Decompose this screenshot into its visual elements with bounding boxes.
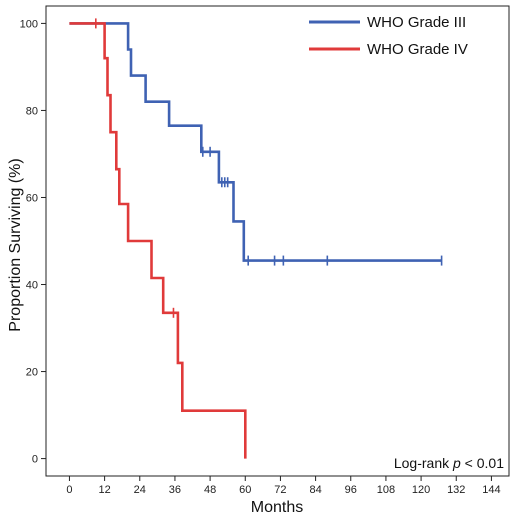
survival-curve-grade-iv <box>69 22 247 459</box>
x-axis: 0 12 24 36 48 60 72 84 96 108 120 132 144 <box>66 476 501 496</box>
y-tick-label: 20 <box>26 367 38 379</box>
x-tick-label: 96 <box>345 484 357 496</box>
x-tick-label: 48 <box>204 484 216 496</box>
y-tick-label: 80 <box>26 105 38 117</box>
survival-curve-grade-iii <box>69 22 442 262</box>
x-tick-label: 12 <box>98 484 110 496</box>
x-tick-label: 108 <box>377 484 395 496</box>
x-tick-label: 60 <box>239 484 251 496</box>
log-rank-p: p <box>452 455 461 471</box>
log-rank-prefix: Log-rank <box>394 455 453 471</box>
series-layer <box>69 18 443 459</box>
x-tick-label: 144 <box>482 484 500 496</box>
log-rank-suffix: < 0.01 <box>461 455 504 471</box>
y-axis: 0 20 40 60 80 100 <box>20 18 46 466</box>
y-tick-label: 100 <box>20 18 38 30</box>
x-tick-label: 132 <box>447 484 465 496</box>
x-axis-title: Months <box>251 499 303 516</box>
log-rank-annotation: Log-rank p < 0.01 <box>394 455 504 471</box>
legend-label-grade-iii: WHO Grade III <box>367 14 466 31</box>
x-tick-label: 72 <box>274 484 286 496</box>
y-tick-label: 40 <box>26 280 38 292</box>
x-tick-label: 120 <box>412 484 430 496</box>
y-tick-label: 0 <box>32 454 38 466</box>
plot-frame <box>45 5 510 477</box>
legend-label-grade-iv: WHO Grade IV <box>367 41 468 58</box>
y-tick-label: 60 <box>26 192 38 204</box>
x-tick-label: 36 <box>169 484 181 496</box>
y-axis-title: Proportion Surviving (%) <box>7 158 24 331</box>
x-tick-label: 84 <box>309 484 321 496</box>
x-tick-label: 0 <box>66 484 72 496</box>
x-tick-label: 24 <box>134 484 146 496</box>
legend: WHO Grade III WHO Grade IV <box>309 14 468 58</box>
